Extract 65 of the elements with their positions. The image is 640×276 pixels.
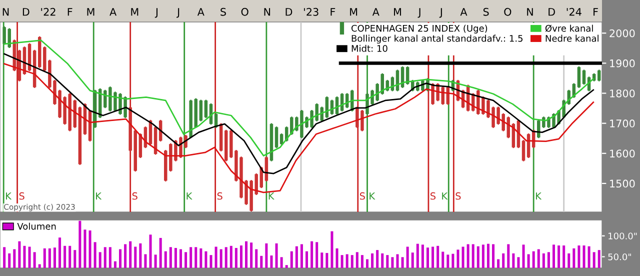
ref-line-label: K [370, 192, 376, 200]
ref-line-label: S [217, 192, 222, 200]
x-tick-label: A [197, 8, 204, 16]
y-tick-label: 1700 [610, 120, 635, 128]
candlestick [598, 70, 601, 82]
candlestick [280, 133, 284, 145]
x-tick-label: N [2, 8, 9, 16]
ref-line-label: S [360, 192, 365, 200]
x-tick-label: J [418, 8, 420, 18]
line-series [4, 53, 594, 174]
x-tick-label: F [330, 8, 336, 16]
legend-label: Midt: 10 [352, 44, 388, 52]
x-tick-label: M [131, 8, 138, 16]
x-tick-label: '23 [304, 8, 318, 16]
y-tick-label: 1800 [610, 89, 635, 98]
x-tick-label: '24 [566, 8, 582, 16]
x-tick-label: N [527, 8, 533, 16]
x-tick-label: A [460, 8, 468, 16]
ref-line-label: S [19, 192, 24, 200]
x-tick-label: F [594, 8, 598, 16]
legend-label: Volumen [17, 222, 56, 230]
candlestick [522, 140, 526, 162]
candlestick [274, 126, 278, 148]
x-tick-label: D [286, 8, 292, 16]
ref-line-label: S [132, 192, 138, 200]
x-tick-label: J [176, 8, 180, 18]
y-tick-label: 100.0" [608, 232, 637, 240]
legend-label: COPENHAGEN 25 INDEX (Uge) [351, 24, 488, 34]
x-tick-label: '22 [41, 8, 56, 16]
x-tick-label: F [68, 8, 72, 16]
x-tick-label: A [372, 8, 380, 16]
legend-label: Nedre kanal [546, 34, 598, 42]
x-tick-label: D [548, 8, 555, 16]
y-tick-label: 2000 [610, 29, 635, 38]
y-tick-label: 1500 [610, 180, 635, 188]
ref-line-label: K [536, 192, 542, 200]
ref-line-label: K [442, 192, 448, 200]
candlestick [582, 70, 586, 85]
ref-line-label: K [96, 192, 102, 200]
ref-line-label: K [268, 192, 274, 200]
y-tick-label: 1900 [610, 59, 635, 68]
candlestick [204, 100, 208, 118]
x-tick-label: M [394, 8, 401, 16]
candlestick [577, 66, 581, 88]
x-tick-label: J [439, 8, 442, 18]
ref-line-label: S [430, 192, 436, 200]
x-tick-label: S [220, 8, 226, 16]
legend-title: Bollinger kanal antal standardafv.: 1.5 [352, 34, 523, 44]
x-tick-label: J [154, 8, 158, 18]
x-tick-label: M [87, 8, 94, 16]
y-tick-label: 1600 [610, 150, 635, 158]
candlestick [199, 100, 203, 122]
x-tick-label: M [350, 8, 358, 16]
x-tick-label: N [264, 8, 270, 16]
x-tick-label: A [110, 8, 117, 16]
line-series [4, 63, 594, 194]
y-tick-label: 50.0" [608, 253, 631, 260]
legend-label: Øvre kanal [545, 24, 593, 32]
x-tick-label: O [504, 8, 512, 16]
ref-line-label: K [186, 192, 192, 200]
x-tick-label: D [22, 8, 30, 16]
ref-line-label: K [6, 192, 12, 200]
x-tick-label: O [241, 8, 248, 16]
x-tick-label: S [483, 8, 489, 16]
ref-line-label: S [456, 192, 461, 200]
